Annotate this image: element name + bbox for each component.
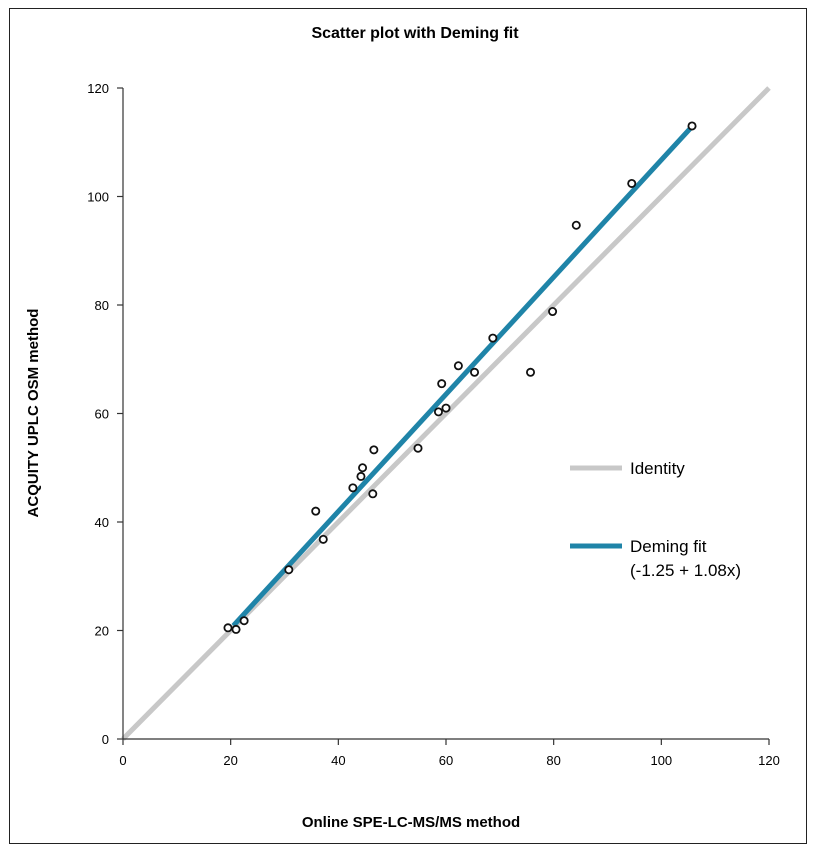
x-axis-label: Online SPE-LC-MS/MS method <box>302 814 520 831</box>
y-tick-label: 100 <box>87 190 109 205</box>
data-point-17 <box>488 333 498 343</box>
y-tick-label: 0 <box>102 732 109 747</box>
x-tick-label: 80 <box>546 753 560 768</box>
data-point-12 <box>433 407 443 417</box>
y-tick-label: 20 <box>95 624 109 639</box>
scatter-chart: Scatter plot with Deming fit 0 20 40 60 80 10… <box>25 25 780 831</box>
data-point-22 <box>687 121 697 131</box>
data-point-8 <box>358 463 368 473</box>
x-tick-label: 120 <box>758 753 780 768</box>
data-point-10 <box>369 445 379 455</box>
data-point-4 <box>311 506 321 516</box>
y-tick-label: 60 <box>95 407 109 422</box>
data-point-16 <box>470 367 480 377</box>
legend-deming-equation: (-1.25 + 1.08x) <box>630 561 741 580</box>
x-tick-label: 0 <box>119 753 126 768</box>
x-tick-label: 20 <box>223 753 237 768</box>
data-point-1 <box>231 624 241 634</box>
data-point-21 <box>627 178 637 188</box>
x-axis-ticks: 0 20 40 60 80 100 120 <box>119 739 780 768</box>
data-point-5 <box>318 534 328 544</box>
series-line-deming-fit <box>231 124 694 628</box>
y-tick-label: 40 <box>95 515 109 530</box>
series-line-identity <box>121 86 771 741</box>
x-tick-label: 60 <box>439 753 453 768</box>
chart-frame: Scatter plot with Deming fit 0 20 40 60 80 10… <box>9 8 807 844</box>
legend-deming-label: Deming fit <box>630 537 707 556</box>
y-axis-label: ACQUITY UPLC OSM method <box>25 309 42 518</box>
data-point-7 <box>356 471 366 481</box>
data-point-6 <box>348 483 358 493</box>
data-point-20 <box>571 220 581 230</box>
data-point-19 <box>548 307 558 317</box>
legend-identity-label: Identity <box>630 459 685 478</box>
plot-area <box>121 86 771 741</box>
data-point-15 <box>453 361 463 371</box>
data-point-11 <box>413 443 423 453</box>
legend: Identity Deming fit (-1.25 + 1.08x) <box>570 459 741 580</box>
y-tick-label: 120 <box>87 81 109 96</box>
data-point-14 <box>441 403 451 413</box>
data-point-3 <box>284 565 294 575</box>
chart-title: Scatter plot with Deming fit <box>311 25 519 42</box>
y-tick-label: 80 <box>95 298 109 313</box>
data-point-18 <box>526 367 536 377</box>
data-point-13 <box>437 379 447 389</box>
y-axis-ticks: 0 20 40 60 80 100 120 <box>87 81 123 747</box>
data-point-9 <box>368 489 378 499</box>
data-point-0 <box>223 623 233 633</box>
x-tick-label: 100 <box>650 753 672 768</box>
x-tick-label: 40 <box>331 753 345 768</box>
data-point-2 <box>239 616 249 626</box>
